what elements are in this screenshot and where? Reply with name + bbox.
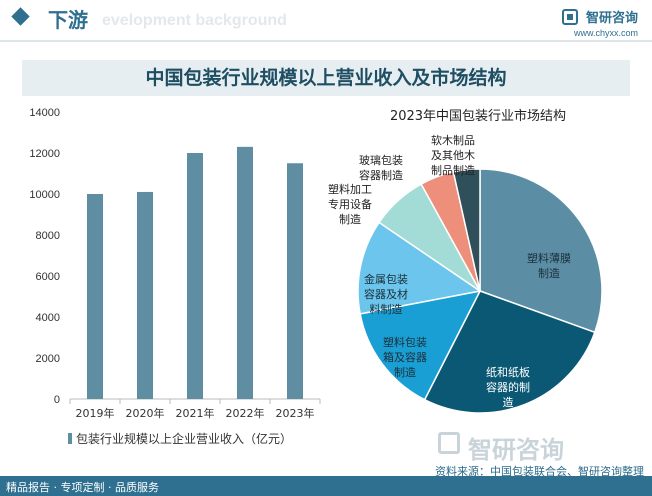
pie-label-line: 塑料加工 [328, 182, 372, 196]
bar [187, 153, 203, 399]
legend-swatch [68, 433, 72, 444]
watermark-logo-icon [438, 432, 460, 454]
section-background-text: evelopment background [102, 12, 287, 29]
pie-slice-label: 软木制品及其他木制品制造 [431, 133, 475, 177]
pie-label-line: 容器制造 [359, 168, 403, 182]
pie-label-line: 制造 [538, 266, 560, 280]
x-tick-label: 2023年 [276, 406, 315, 420]
x-tick-label: 2021年 [176, 406, 215, 420]
title-band [22, 60, 630, 96]
pie-label-line: 容器的制 [486, 380, 530, 394]
brand-name: 智研咨询 [585, 11, 638, 26]
footer-tagline: 精品报告 · 专项定制 · 品质服务 [6, 481, 159, 494]
pie-label-line: 制品制造 [431, 163, 475, 177]
pie-label-line: 金属包装 [364, 272, 408, 286]
y-tick-label: 14000 [29, 107, 60, 119]
pie-slice-label: 金属包装容器及材料制造 [364, 272, 408, 316]
header-divider [0, 40, 652, 42]
y-tick-label: 12000 [29, 148, 60, 160]
pie-slice-label: 纸和纸板容器的制造 [486, 365, 530, 409]
pie-label-line: 玻璃包装 [359, 153, 403, 167]
pie-slice-label: 塑料包装箱及容器制造 [383, 335, 427, 379]
x-tick-label: 2022年 [226, 406, 265, 420]
page-header: 下游 evelopment background 智研咨询 www.chyxx.… [0, 0, 652, 42]
pie-label-line: 制造 [339, 212, 361, 226]
pie-label-line: 软木制品 [431, 133, 475, 147]
bar-chart: 0 2000 4000 6000 8000 10000 12000 14000 2019年 202… [29, 107, 321, 446]
bar [237, 146, 253, 399]
watermark: 智研咨询 [468, 436, 564, 464]
y-tick-label: 10000 [29, 189, 60, 201]
legend-label: 包装行业规模以上企业营业收入（亿元） [76, 431, 292, 446]
pie-label-line: 塑料包装 [383, 335, 427, 349]
pie-slice [452, 168, 481, 292]
x-tick-label: 2020年 [126, 406, 165, 420]
pie-slice [423, 290, 596, 414]
y-tick-label: 2000 [36, 353, 60, 365]
pie-label-line: 专用设备 [328, 197, 372, 211]
pie-slice-label: 玻璃包装容器制造 [359, 153, 403, 182]
y-tick-label: 6000 [36, 271, 60, 283]
pie-slice [479, 168, 603, 334]
pie-slice [359, 289, 482, 401]
pie-slice-label: 塑料薄膜制造 [527, 251, 571, 280]
pie-label-line: 制造 [394, 365, 416, 379]
bar [137, 191, 153, 399]
bar [87, 194, 103, 399]
x-tick-label: 2019年 [76, 406, 115, 420]
brand[interactable]: 智研咨询 www.chyxx.com [561, 6, 638, 38]
y-tick-label: 4000 [36, 312, 60, 324]
pie-label-line: 纸和纸板 [486, 365, 530, 379]
pie-label-line: 塑料薄膜 [527, 251, 571, 265]
pie-label-line: 造 [503, 395, 514, 409]
pie-title: 2023年中国包装行业市场结构 [390, 108, 566, 124]
pie-label-line: 箱及容器 [383, 350, 427, 364]
pie-slice [357, 221, 482, 315]
section-title: 下游 [48, 8, 88, 32]
y-tick-label: 0 [54, 394, 60, 406]
pie-slice-label: 塑料加工专用设备制造 [328, 182, 372, 226]
brand-url[interactable]: www.chyxx.com [573, 28, 638, 38]
chart-title: 中国包装行业规模以上营业收入及市场结构 [145, 67, 507, 89]
bar [287, 163, 303, 399]
pie-label-line: 料制造 [370, 302, 403, 316]
source-note: 资料来源：中国包装联合会、智研咨询整理 [435, 465, 644, 478]
brand-logo-icon [561, 8, 578, 25]
pie-chart: 2023年中国包装行业市场结构塑料薄膜制造纸和纸板容器的制造塑料包装箱及容器制造… [328, 108, 603, 414]
footer-bar [0, 476, 652, 496]
pie-label-line: 容器及材 [364, 287, 408, 301]
pie-label-line: 及其他木 [431, 149, 475, 162]
y-tick-label: 8000 [36, 230, 60, 242]
